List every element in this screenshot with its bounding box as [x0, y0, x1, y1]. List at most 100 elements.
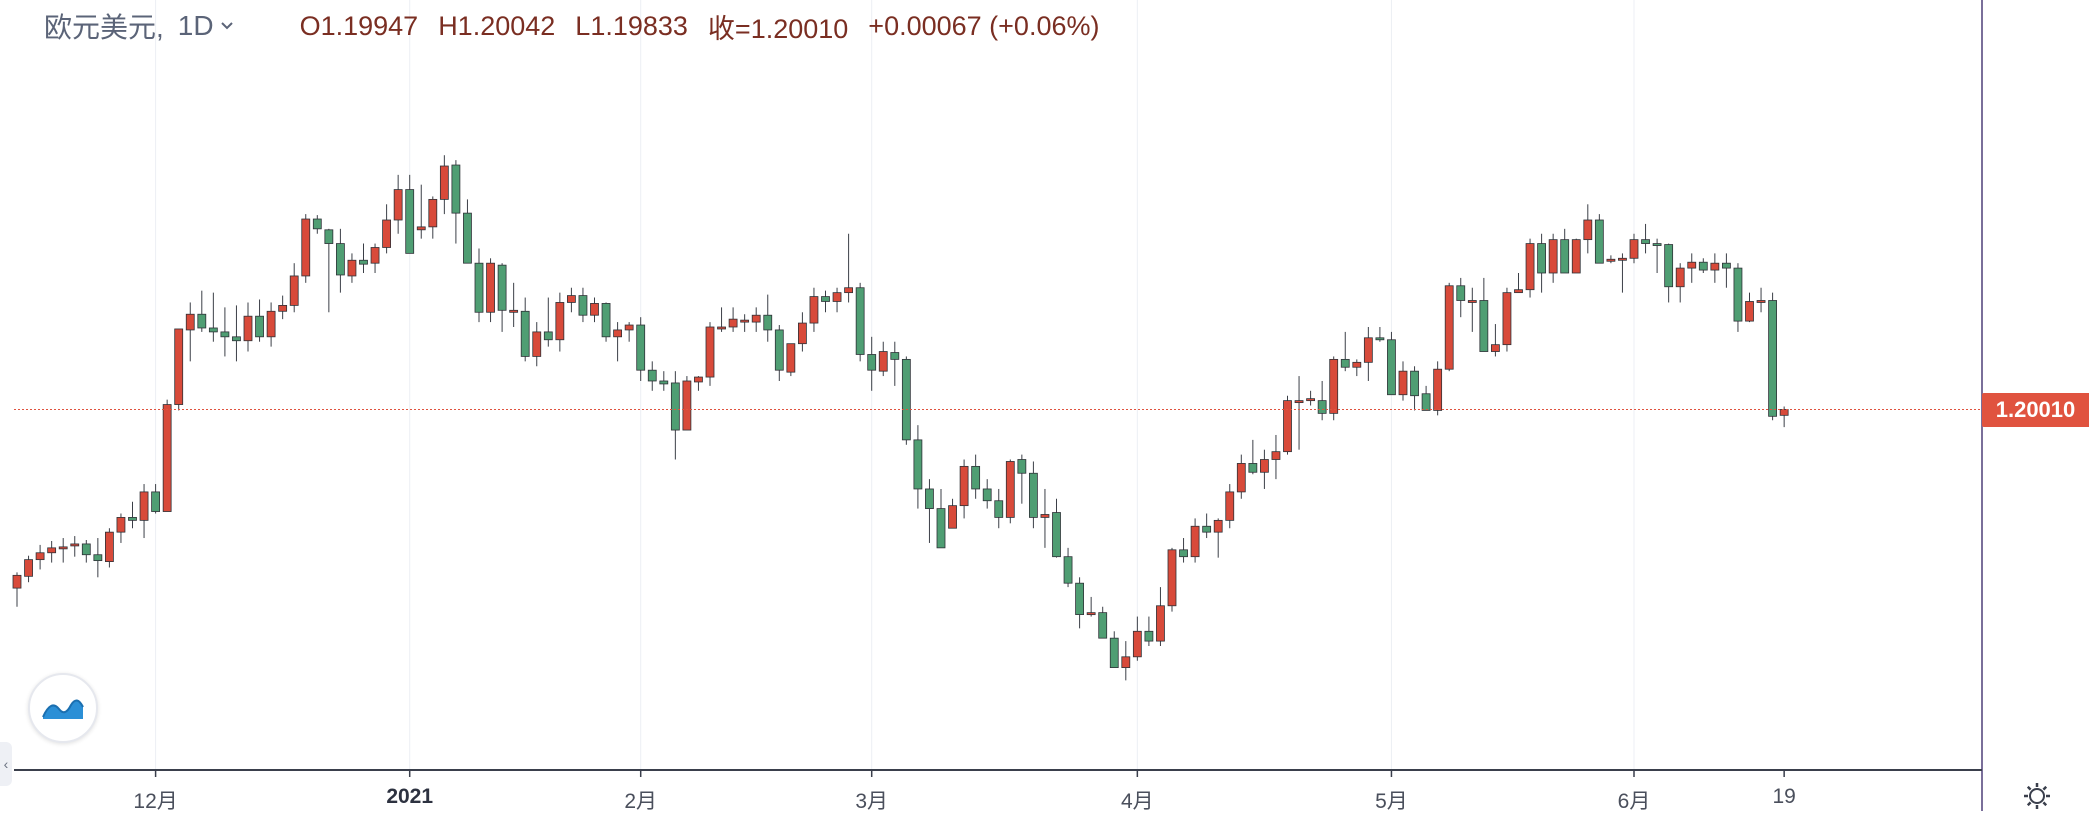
candle-body	[497, 264, 507, 311]
wave-logo-icon[interactable]	[28, 673, 98, 743]
candle-body	[763, 314, 773, 331]
candle-body	[543, 331, 553, 341]
candle-body	[1075, 582, 1084, 616]
candle-body	[1571, 239, 1581, 274]
candle-body	[393, 189, 403, 221]
candle-body	[1121, 656, 1131, 669]
candle-body	[1410, 370, 1419, 397]
low-value: L1.19833	[575, 10, 688, 41]
candle-body	[12, 574, 22, 589]
candle-body	[867, 354, 877, 371]
symbol-name[interactable]: 欧元美元,	[44, 12, 164, 43]
candle-body	[913, 439, 923, 490]
candle-body	[1722, 262, 1731, 269]
candle-body	[208, 327, 218, 333]
candle-body	[1548, 239, 1558, 274]
candle-body	[994, 500, 1004, 518]
candle-body	[1687, 261, 1697, 269]
candle-body	[416, 226, 426, 231]
candle-body	[555, 302, 565, 341]
candle-body	[1537, 243, 1546, 274]
candle-body	[1583, 219, 1593, 241]
candle-body	[439, 165, 449, 200]
candle-body	[774, 329, 784, 371]
candle-body	[162, 404, 172, 512]
symbol-header: 欧元美元, 1D O1.19947 H1.20042 L1.19833 收=1.…	[44, 8, 1119, 44]
candle-body	[1040, 514, 1050, 518]
time-axis-label: 3月	[855, 790, 889, 813]
candle-body	[1560, 239, 1570, 274]
candle-body	[301, 218, 311, 277]
timeframe-selector[interactable]: 1D	[178, 10, 234, 42]
candle-body	[1698, 261, 1708, 271]
candle-body	[1387, 339, 1396, 396]
candle-body	[243, 315, 253, 342]
candle-body	[786, 343, 796, 373]
candle-body	[509, 309, 519, 313]
candle-body	[821, 296, 830, 302]
candle-body	[1271, 451, 1281, 460]
candle-body	[682, 380, 692, 431]
candle-body	[324, 229, 334, 244]
candle-body	[1098, 612, 1108, 639]
candle-body	[1005, 461, 1015, 518]
candle-body	[1594, 219, 1604, 264]
candle-body	[1398, 370, 1408, 396]
candle-body	[1491, 344, 1500, 352]
candle-body	[1525, 243, 1535, 291]
candle-body	[1144, 630, 1154, 642]
candle-body	[982, 488, 992, 502]
candle-body	[1710, 262, 1720, 271]
candle-body	[1063, 556, 1073, 584]
candle-body	[359, 259, 368, 265]
candle-body	[636, 324, 646, 371]
candle-body	[1213, 519, 1223, 533]
candle-body	[185, 313, 195, 331]
gear-icon[interactable]	[2019, 781, 2055, 811]
candle-body	[1306, 398, 1315, 402]
candle-body	[232, 336, 241, 342]
candle-body	[474, 262, 484, 313]
candle-body	[844, 287, 853, 294]
high-value: H1.20042	[438, 10, 556, 41]
candle-body	[1421, 393, 1431, 411]
candle-body	[1260, 459, 1269, 473]
candle-body	[613, 329, 622, 338]
candle-body	[1052, 512, 1061, 558]
candle-body	[890, 352, 900, 360]
timeframe-label: 1D	[177, 10, 214, 41]
candle-body	[659, 380, 669, 385]
candle-body	[601, 303, 611, 338]
candle-body	[532, 331, 542, 357]
candle-body	[105, 531, 114, 562]
candle-body	[959, 465, 969, 507]
candle-body	[809, 296, 819, 324]
candle-body	[925, 488, 934, 509]
candle-body	[1779, 409, 1789, 416]
candle-body	[1317, 400, 1327, 414]
candle-body	[948, 505, 957, 529]
time-axis-label: 19	[1772, 785, 1796, 808]
candle-body	[486, 262, 495, 313]
candle-body	[1225, 491, 1235, 521]
candle-body	[1479, 300, 1489, 352]
chevron-left-icon[interactable]: ‹	[0, 742, 12, 786]
candle-body	[1086, 612, 1096, 616]
candle-body	[1132, 630, 1142, 658]
candle-body	[312, 218, 322, 230]
candle-body	[832, 292, 842, 302]
candle-body	[1629, 239, 1639, 259]
candle-body	[1029, 472, 1038, 518]
candle-body	[1156, 605, 1165, 642]
candle-body	[93, 554, 103, 562]
candle-body	[1675, 267, 1685, 288]
candle-body	[370, 247, 380, 264]
candle-body	[670, 382, 680, 431]
candle-body	[58, 546, 68, 550]
candle-body	[901, 358, 911, 441]
candle-body	[647, 369, 657, 382]
candle-body	[266, 310, 276, 338]
candle-body	[47, 547, 57, 554]
